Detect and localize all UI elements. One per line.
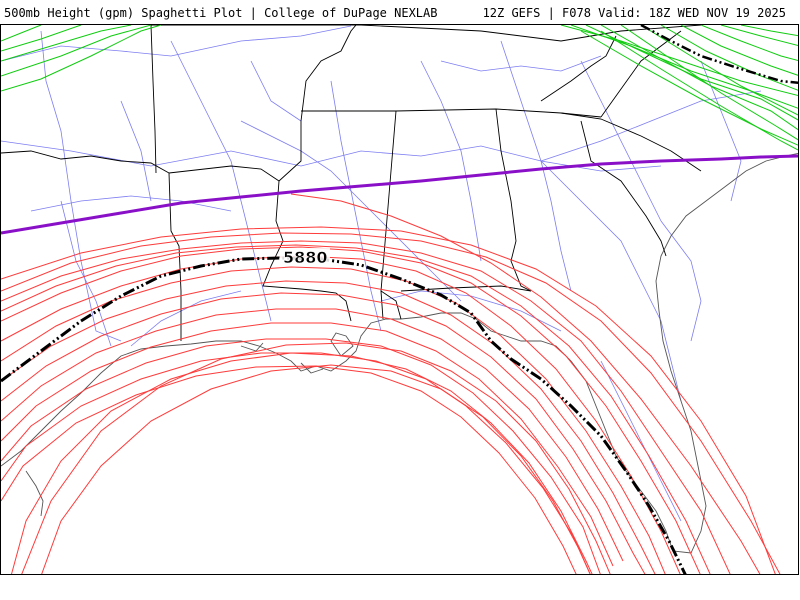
- green-ensemble-contours: [1, 25, 798, 151]
- map-panel: 5880: [0, 24, 799, 575]
- red-ensemble-contours: [1, 193, 781, 574]
- plot-title: 500mb Height (gpm) Spaghetti Plot | Coll…: [4, 6, 438, 20]
- contour-label-backdrop: [280, 248, 330, 266]
- contour-value-label: 5880: [283, 248, 328, 267]
- green-mean-contour: [640, 25, 798, 85]
- state-borders: [1, 25, 702, 341]
- model-valid-time: 12Z GEFS | F078 Valid: 18Z WED NOV 19 20…: [482, 6, 786, 20]
- map-canvas: 5880: [1, 25, 798, 574]
- header-bar: 500mb Height (gpm) Spaghetti Plot | Coll…: [0, 0, 800, 24]
- purple-reference-contour: [1, 154, 798, 235]
- mean-5880-contour: [1, 256, 687, 574]
